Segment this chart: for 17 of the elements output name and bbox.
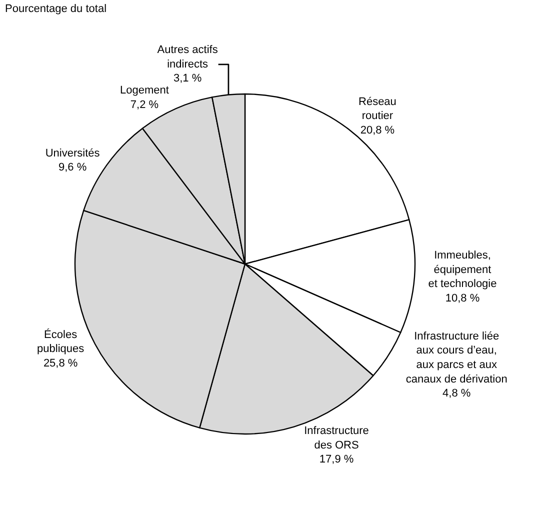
- slice-label: Réseau routier: [358, 96, 396, 122]
- data-label: 9,6 %: [58, 162, 87, 174]
- slice-label: Infrastructure des ORS: [304, 425, 369, 452]
- data-label: 17,9 %: [319, 454, 354, 466]
- slice-label: Immeubles, équipement et technologie: [428, 250, 497, 290]
- slice-label: Écoles publiques: [37, 328, 85, 356]
- slice-label: Autres actifs indirects: [157, 44, 218, 70]
- data-label: 10,8 %: [445, 292, 480, 304]
- slice-label: Universités: [45, 147, 100, 160]
- data-label: 25,8 %: [43, 357, 78, 370]
- data-label: 3,1 %: [173, 72, 202, 85]
- chart-title: Pourcentage du total: [5, 3, 107, 15]
- slice-label: Infrastructure liée aux cours d’eau, aux parcs et aux canaux de dérivation: [406, 330, 508, 386]
- data-label: 20,8 %: [360, 124, 395, 137]
- slice-label: Logement: [120, 84, 169, 97]
- data-label: 4,8 %: [442, 388, 471, 400]
- data-label: 7,2 %: [130, 99, 159, 112]
